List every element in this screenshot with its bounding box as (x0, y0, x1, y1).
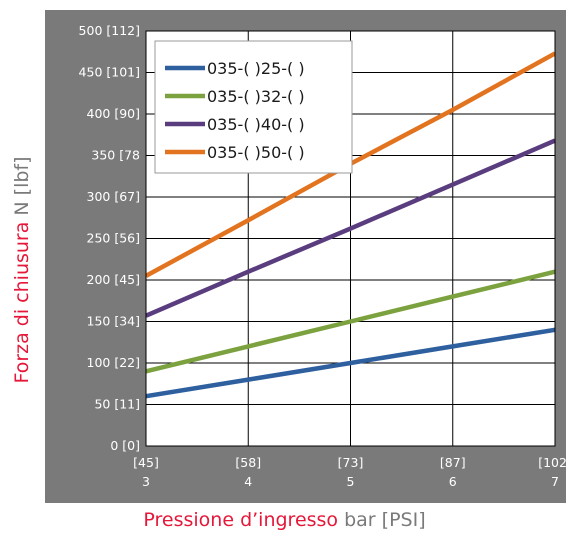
y-tick-label-0: 0 [0] (110, 438, 140, 453)
x-axis-title: Pressione d’ingresso bar [PSI] (0, 509, 569, 531)
y-tick-label-9: 450 [101] (79, 65, 140, 80)
y-tick-label-3: 150 [34] (87, 314, 141, 329)
x-tick-bar-1: 4 (244, 474, 252, 489)
x-axis-title-unit: bar [PSI] (338, 509, 426, 531)
legend-label-4: 035-( )50-( ) (207, 143, 305, 162)
y-tick-label-1: 50 [11] (94, 397, 140, 412)
legend-label-3: 035-( )40-( ) (207, 115, 305, 134)
x-tick-psi-2: [73] (338, 455, 364, 470)
closing-force-chart: 0 [0] 50 [11] 100 [22] 150 [34] 200 [45] 250 … (45, 10, 569, 503)
y-tick-label-8: 400 [90] (87, 106, 141, 121)
y-axis-title-main: Forza di chiusura (11, 221, 33, 384)
x-tick-bar-0: 3 (142, 474, 150, 489)
y-tick-label-7: 350 [78 (91, 148, 140, 163)
x-tick-psi-3: [87] (440, 455, 466, 470)
y-axis-title-unit: N [lbf] (11, 156, 33, 222)
y-tick-label-6: 300 [67] (87, 189, 141, 204)
legend-label-2: 035-( )32-( ) (207, 87, 305, 106)
x-tick-bar-2: 5 (347, 474, 355, 489)
y-axis-ticks: 0 [0] 50 [11] 100 [22] 150 [34] 200 [45] 250 … (79, 23, 140, 453)
plot-frame (145, 30, 556, 447)
legend-label-1: 035-( )25-( ) (207, 59, 305, 78)
x-axis-title-main: Pressione d’ingresso (143, 509, 339, 531)
legend: 035-( )25-( ) 035-( )32-( ) 035-( )40-( ) 0… (154, 40, 353, 174)
y-tick-label-4: 200 [45] (87, 272, 141, 287)
x-tick-psi-0: [45] (133, 455, 159, 470)
y-tick-label-10: 500 [112] (79, 23, 140, 38)
y-tick-label-2: 100 [22] (87, 355, 141, 370)
y-tick-label-5: 250 [56] (87, 231, 141, 246)
x-tick-psi-4: [102] (538, 455, 569, 470)
x-tick-bar-4: 7 (551, 474, 559, 489)
x-tick-bar-3: 6 (449, 474, 457, 489)
x-axis-ticks: [45] 3 [58] 4 [73] 5 [87] 6 [102] 7 (133, 455, 569, 489)
x-tick-psi-1: [58] (235, 455, 261, 470)
